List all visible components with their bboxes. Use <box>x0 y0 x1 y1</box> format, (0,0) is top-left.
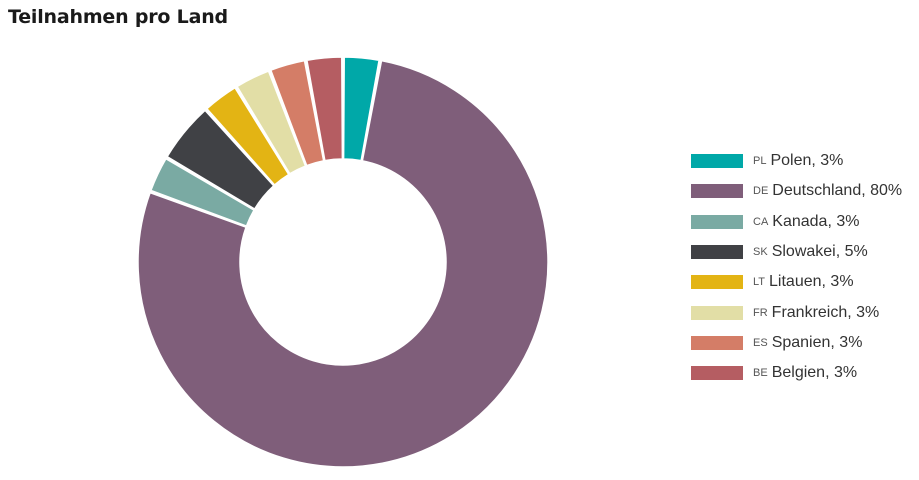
chart-title: Teilnahmen pro Land <box>8 6 228 28</box>
donut-slice-sk[interactable] <box>166 109 275 211</box>
legend-label: Litauen, 3% <box>769 273 854 291</box>
legend-item-pl[interactable]: PL Polen, 3% <box>691 146 902 176</box>
legend-label: Spanien, 3% <box>771 333 863 351</box>
legend-label: Frankreich, 3% <box>771 303 880 321</box>
legend-item-fr[interactable]: FR Frankreich, 3% <box>691 297 902 327</box>
legend-swatch <box>691 335 743 350</box>
chart-legend: PL Polen, 3% DE Deutschland, 80% CA Kanada, 3… <box>691 146 902 388</box>
legend-label: Kanada, 3% <box>772 212 860 230</box>
legend-item-sk[interactable]: SK Slowakei, 5% <box>691 237 902 267</box>
legend-country-code: LT <box>753 276 766 289</box>
legend-swatch <box>691 275 743 290</box>
legend-swatch <box>691 184 743 199</box>
donut-slice-fr[interactable] <box>236 70 307 175</box>
donut-slice-pl[interactable] <box>342 56 380 162</box>
legend-item-lt[interactable]: LT Litauen, 3% <box>691 267 902 297</box>
legend-item-de[interactable]: DE Deutschland, 80% <box>691 176 902 206</box>
legend-swatch <box>691 245 743 260</box>
legend-country-code: SK <box>753 246 768 259</box>
legend-label: Slowakei, 5% <box>771 243 868 261</box>
legend-country-code: DE <box>753 185 769 198</box>
donut-slice-es[interactable] <box>269 59 325 167</box>
legend-country-code: CA <box>753 215 769 228</box>
legend-label: Polen, 3% <box>770 152 844 170</box>
donut-slice-lt[interactable] <box>205 86 290 187</box>
donut-slice-de[interactable] <box>137 59 549 468</box>
legend-swatch <box>691 366 743 381</box>
legend-item-es[interactable]: ES Spanien, 3% <box>691 328 902 358</box>
legend-item-ca[interactable]: CA Kanada, 3% <box>691 207 902 237</box>
legend-swatch <box>691 305 743 320</box>
donut-slice-ca[interactable] <box>149 157 256 227</box>
legend-swatch <box>691 214 743 229</box>
legend-country-code: BE <box>753 367 768 380</box>
donut-slice-be[interactable] <box>306 56 344 162</box>
legend-swatch <box>691 154 743 169</box>
legend-item-be[interactable]: BE Belgien, 3% <box>691 358 902 388</box>
legend-country-code: PL <box>753 155 767 168</box>
legend-label: Belgien, 3% <box>771 364 858 382</box>
legend-country-code: FR <box>753 306 768 319</box>
legend-label: Deutschland, 80% <box>772 182 903 200</box>
legend-country-code: ES <box>753 336 768 349</box>
